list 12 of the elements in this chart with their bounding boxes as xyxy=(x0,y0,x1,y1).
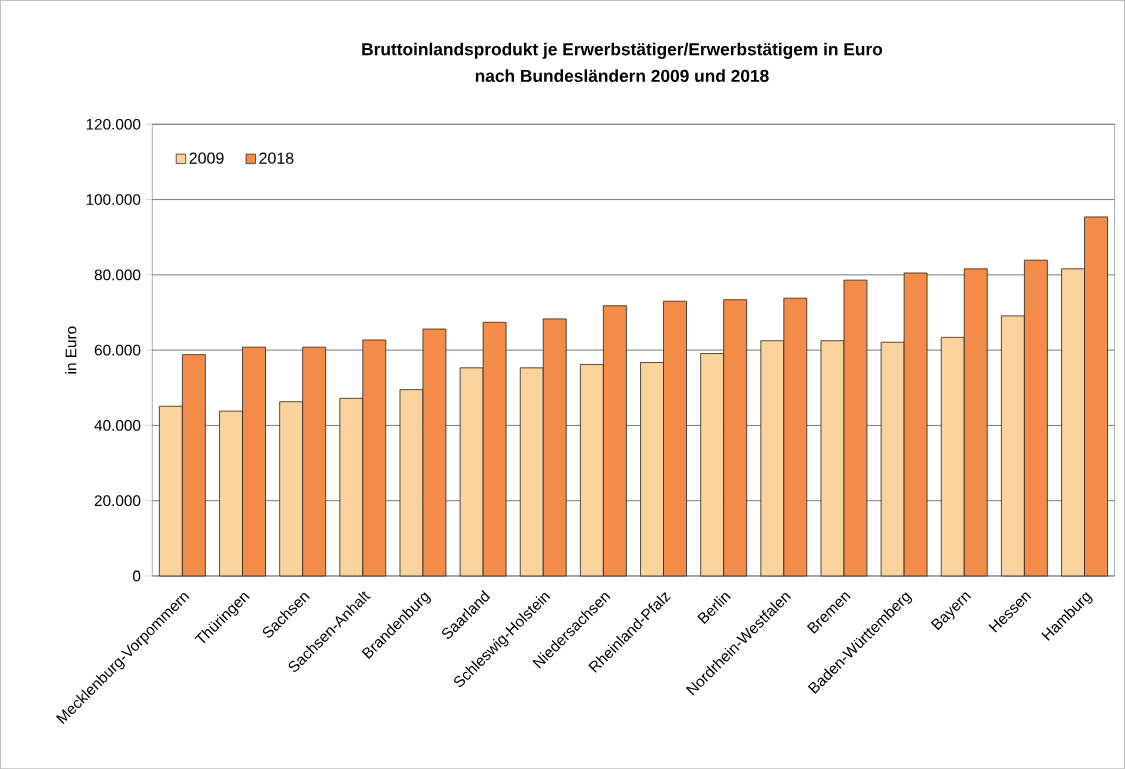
y-tick-label: 40.000 xyxy=(94,419,141,431)
chart-subtitle: nach Bundesländern 2009 und 2018 xyxy=(475,69,769,82)
y-tick-label: 20.000 xyxy=(94,495,141,507)
chart-title: Bruttoinlandsprodukt je Erwerbstätiger/Erwerbstätigem in Euro xyxy=(362,42,883,59)
y-tick-label: 60.000 xyxy=(94,344,141,356)
y-tick-label: 0 xyxy=(133,570,141,582)
legend-label: 2018 xyxy=(259,152,294,164)
y-axis-title: in Euro xyxy=(65,326,77,374)
y-tick-label: 100.000 xyxy=(86,194,141,205)
y-tick-label: 120.000 xyxy=(86,118,141,130)
y-tick-label: 80.000 xyxy=(94,269,141,281)
legend-label: 2009 xyxy=(189,152,224,164)
